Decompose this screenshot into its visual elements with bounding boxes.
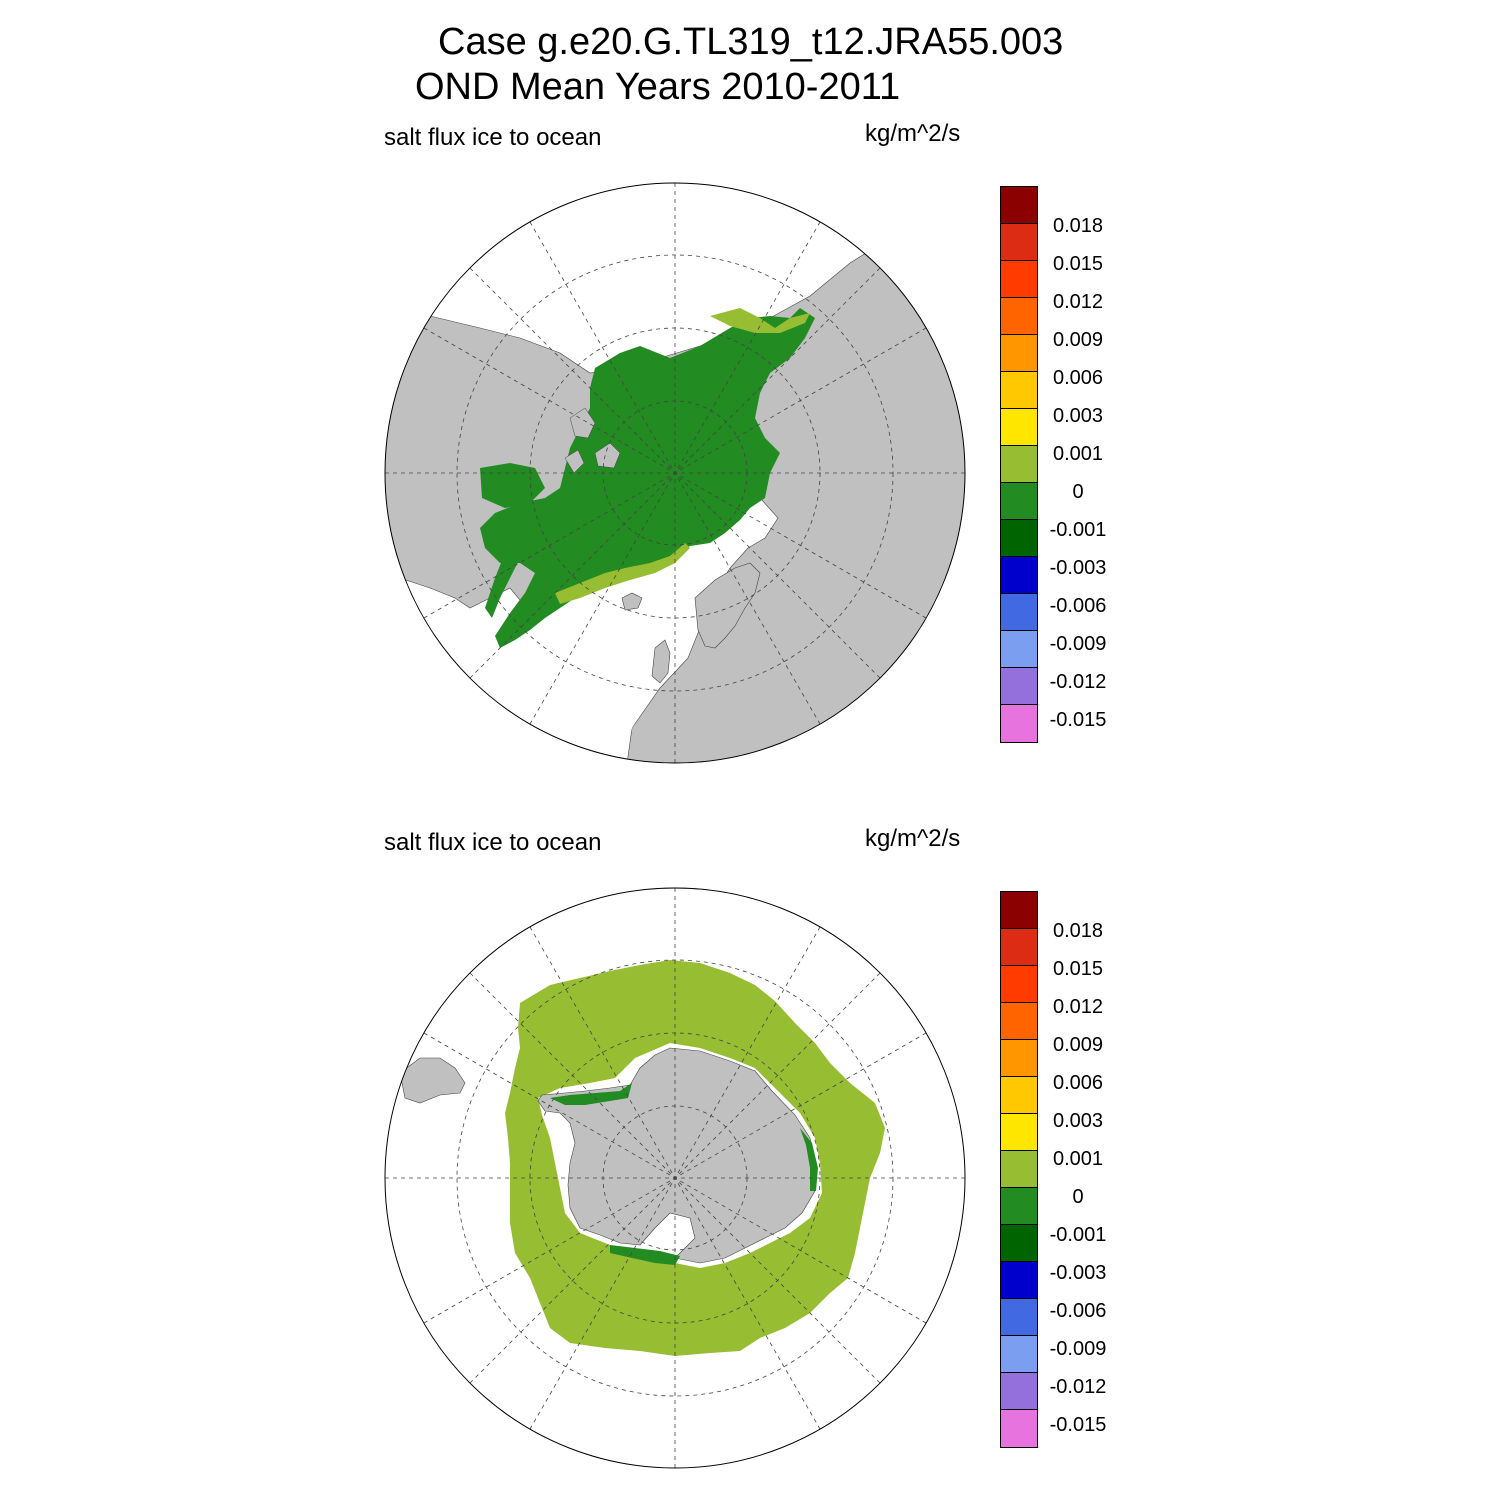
- bottom-panel-variable-label: salt flux ice to ocean: [384, 829, 602, 856]
- colorbar-box: [1001, 1151, 1037, 1188]
- bottom-colorbar-tick: 0.018: [1052, 920, 1104, 942]
- top-colorbar-tick: 0.001: [1052, 443, 1104, 465]
- top-colorbar-tick: -0.006: [1049, 595, 1107, 617]
- colorbar-box: [1001, 1188, 1037, 1225]
- colorbar-box: [1001, 1225, 1037, 1262]
- bottom-colorbar-tick: -0.006: [1049, 1300, 1107, 1322]
- colorbar-box: [1001, 1077, 1037, 1114]
- north-sea-ice-hudson: [480, 463, 545, 508]
- top-colorbar-tick: -0.001: [1049, 519, 1107, 541]
- colorbar-box: [1001, 1114, 1037, 1151]
- north-sea-ice-labrador: [485, 508, 540, 618]
- top-colorbar-tick: -0.003: [1049, 557, 1107, 579]
- north-sea-ice-main: [480, 308, 815, 648]
- top-colorbar-tick: 0.018: [1052, 215, 1104, 237]
- colorbar-box: [1001, 372, 1037, 409]
- colorbar-box: [1001, 187, 1037, 224]
- north-land-iceland: [621, 592, 643, 611]
- top-colorbar-tick: 0.003: [1052, 405, 1104, 427]
- top-panel-units-label: kg/m^2/s: [865, 120, 961, 147]
- colorbar-box: [1001, 335, 1037, 372]
- main-title-line-1: Case g.e20.G.TL319_t12.JRA55.003: [438, 21, 1064, 63]
- south-graticule: [385, 888, 965, 1468]
- bottom-colorbar-tick: 0: [1072, 1186, 1084, 1208]
- main-title-line-2: OND Mean Years 2010-2011: [415, 66, 901, 108]
- top-panel-variable-label: salt flux ice to ocean: [384, 124, 602, 151]
- colorbar-box: [1001, 929, 1037, 966]
- top-colorbar-tick: 0.015: [1052, 253, 1104, 275]
- bottom-colorbar-tick: -0.003: [1049, 1262, 1107, 1284]
- top-colorbar-tick: 0.006: [1052, 367, 1104, 389]
- bottom-colorbar-tick: 0.015: [1052, 958, 1104, 980]
- colorbar-box: [1001, 705, 1037, 742]
- colorbar-box: [1001, 966, 1037, 1003]
- north-land-scandinavia: [694, 562, 761, 649]
- bottom-colorbar: [1000, 891, 1038, 1448]
- colorbar-box: [1001, 1410, 1037, 1447]
- colorbar-box: [1001, 1003, 1037, 1040]
- colorbar-box: [1001, 594, 1037, 631]
- colorbar-box: [1001, 261, 1037, 298]
- bottom-colorbar-tick: 0.012: [1052, 996, 1104, 1018]
- bottom-colorbar-tick: 0.001: [1052, 1148, 1104, 1170]
- north-graticule: [385, 183, 965, 763]
- colorbar-box: [1001, 1262, 1037, 1299]
- north-land-archipelago: [564, 407, 621, 474]
- north-land-uk: [651, 639, 671, 684]
- top-colorbar-tick: 0.012: [1052, 291, 1104, 313]
- north-sea-ice-okhotsk: [710, 308, 810, 333]
- north-sea-ice-margin-atlantic: [555, 543, 690, 604]
- bottom-colorbar-tick: 0.003: [1052, 1110, 1104, 1132]
- bottom-colorbar-tick: -0.001: [1049, 1224, 1107, 1246]
- top-colorbar-tick: 0.009: [1052, 329, 1104, 351]
- colorbar-box: [1001, 1373, 1037, 1410]
- north-map-frame: [384, 182, 966, 764]
- south-sea-ice-coastal-east: [800, 1128, 818, 1191]
- top-colorbar-tick: -0.012: [1049, 671, 1107, 693]
- colorbar-box: [1001, 224, 1037, 261]
- colorbar-box: [1001, 1040, 1037, 1077]
- colorbar-box: [1001, 631, 1037, 668]
- south-map-frame: [384, 887, 966, 1469]
- top-colorbar: [1000, 186, 1038, 743]
- colorbar-box: [1001, 520, 1037, 557]
- top-colorbar-tick: 0: [1072, 481, 1084, 503]
- bottom-colorbar-tick: -0.009: [1049, 1338, 1107, 1360]
- colorbar-box: [1001, 1299, 1037, 1336]
- north-polar-map: [384, 182, 966, 764]
- bottom-colorbar-tick: 0.006: [1052, 1072, 1104, 1094]
- south-polar-map: [384, 887, 966, 1469]
- bottom-panel-units-label: kg/m^2/s: [865, 825, 961, 852]
- top-colorbar-tick: -0.015: [1049, 709, 1107, 731]
- colorbar-box: [1001, 1336, 1037, 1373]
- colorbar-box: [1001, 668, 1037, 705]
- south-land-south-america: [399, 1057, 466, 1104]
- colorbar-box: [1001, 446, 1037, 483]
- bottom-colorbar-tick: -0.015: [1049, 1414, 1107, 1436]
- colorbar-box: [1001, 409, 1037, 446]
- bottom-colorbar-tick: 0.009: [1052, 1034, 1104, 1056]
- top-colorbar-tick: -0.009: [1049, 633, 1107, 655]
- south-sea-ice-coastal-ross: [610, 1245, 680, 1265]
- colorbar-box: [1001, 557, 1037, 594]
- south-sea-ice-ring: [505, 960, 885, 1356]
- colorbar-box: [1001, 298, 1037, 335]
- colorbar-box: [1001, 892, 1037, 929]
- bottom-colorbar-tick: -0.012: [1049, 1376, 1107, 1398]
- colorbar-box: [1001, 483, 1037, 520]
